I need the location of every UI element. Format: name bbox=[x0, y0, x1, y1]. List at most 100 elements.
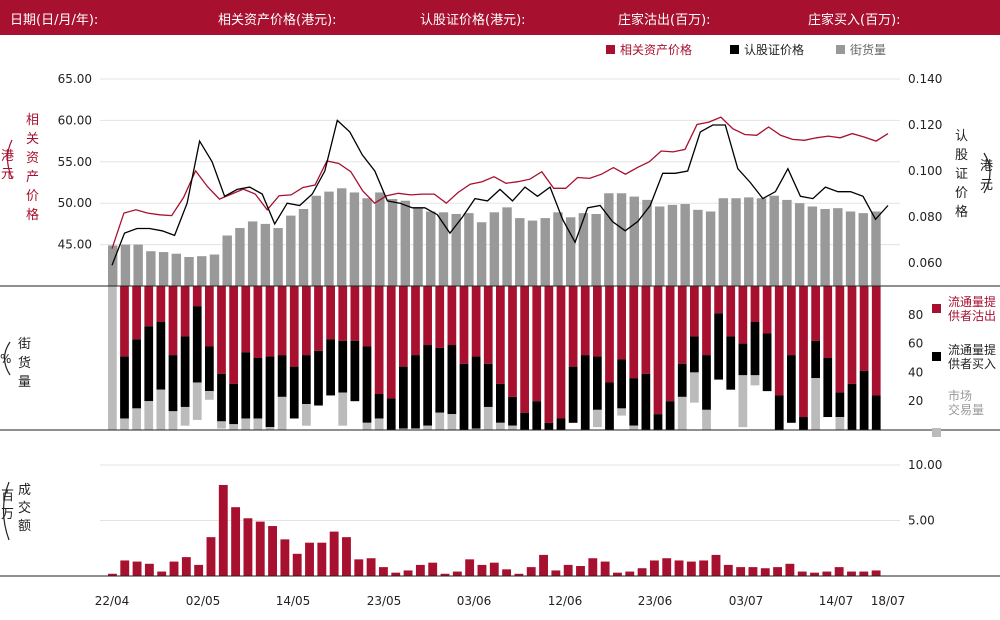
outstanding-bar bbox=[667, 204, 678, 286]
sell-bar bbox=[192, 286, 202, 307]
left-axis-char: 价 bbox=[26, 189, 39, 204]
x-tick-label: 23/05 bbox=[367, 594, 402, 608]
buy-bar bbox=[617, 359, 626, 409]
turnover-bar bbox=[871, 570, 881, 576]
left-axis-char: 格 bbox=[26, 207, 39, 223]
sell-bar bbox=[532, 286, 542, 402]
sell-bar bbox=[326, 286, 335, 340]
sell-bar bbox=[338, 286, 348, 341]
right-axis-char: 认 bbox=[955, 129, 968, 144]
market-bar bbox=[471, 428, 481, 430]
market-bar bbox=[108, 286, 117, 430]
sell-bar bbox=[823, 286, 833, 358]
outstanding-bar bbox=[578, 213, 589, 286]
sell-bar bbox=[302, 286, 311, 356]
left-unit-char: 元 bbox=[1, 167, 14, 182]
buy-bar bbox=[241, 352, 251, 419]
sell-bar bbox=[496, 286, 505, 384]
market-bar bbox=[423, 425, 432, 430]
sell-bar bbox=[399, 286, 408, 367]
turnover-bar bbox=[859, 571, 869, 576]
outstanding-bar bbox=[871, 211, 881, 286]
sell-bar bbox=[144, 286, 154, 327]
market-bar bbox=[738, 375, 748, 428]
buy-bar bbox=[799, 417, 808, 430]
buy-bar bbox=[714, 313, 723, 380]
outstanding-bar bbox=[247, 221, 258, 286]
outstanding-bar bbox=[349, 192, 360, 286]
turnover-bar bbox=[613, 572, 622, 576]
left-paren-open bbox=[6, 139, 13, 179]
sell-bar bbox=[229, 286, 238, 384]
sell-bar bbox=[690, 286, 699, 337]
sell-bar bbox=[217, 286, 226, 374]
x-tick-label: 12/06 bbox=[548, 594, 583, 608]
market-bar bbox=[677, 396, 687, 430]
buy-bar bbox=[811, 340, 820, 379]
x-tick-label: 02/05 bbox=[186, 594, 221, 608]
left-tick-label: 65.00 bbox=[58, 72, 92, 86]
sell-bar bbox=[544, 286, 554, 423]
market-bar bbox=[277, 396, 287, 430]
turnover-bar bbox=[477, 564, 487, 576]
outstanding-bar bbox=[794, 203, 805, 286]
outstanding-bar bbox=[744, 197, 754, 286]
sell-bar bbox=[726, 286, 736, 337]
buy-bar bbox=[144, 326, 154, 402]
buy-bar bbox=[653, 414, 663, 430]
legend-buy-line2: 供者买入 bbox=[948, 357, 996, 371]
market-bar bbox=[374, 418, 384, 430]
turnover-bar bbox=[810, 572, 819, 576]
outstanding-bar bbox=[616, 193, 627, 286]
outstanding-bar bbox=[413, 207, 423, 286]
market-bar bbox=[265, 427, 275, 430]
buy-bar bbox=[641, 373, 651, 430]
turnover-bar bbox=[366, 558, 376, 576]
buy-bar bbox=[447, 345, 457, 415]
sell-bar bbox=[459, 286, 469, 364]
turnover-bar bbox=[342, 537, 351, 576]
outstanding-bar bbox=[604, 193, 614, 286]
market-bar bbox=[205, 391, 214, 400]
sell-bar bbox=[556, 286, 566, 419]
buy-bar bbox=[496, 383, 505, 423]
sell-bar bbox=[738, 286, 748, 344]
mid-paren-open bbox=[3, 341, 11, 376]
outstanding-bar bbox=[324, 191, 334, 286]
market-bar bbox=[144, 401, 154, 430]
right-unit-char: 港 bbox=[980, 159, 993, 174]
turnover-bar bbox=[723, 564, 733, 576]
buy-bar bbox=[423, 345, 432, 426]
left-axis-title: 相 关 资 产 价 格 港 元 bbox=[1, 113, 39, 223]
legend-underlying: 相关资产价格 bbox=[620, 42, 692, 57]
buy-bar bbox=[120, 356, 129, 419]
sell-bar bbox=[350, 286, 360, 341]
right-axis-char: 证 bbox=[955, 167, 968, 182]
sell-bar bbox=[314, 286, 323, 351]
turnover-bar bbox=[711, 554, 721, 576]
outstanding-bar bbox=[273, 228, 283, 286]
turnover-bar bbox=[317, 542, 327, 576]
outstanding-bar bbox=[693, 209, 703, 286]
underlying-price-line bbox=[111, 116, 889, 249]
right-axis-title: 认 股 证 价 格 港 元 bbox=[955, 129, 993, 220]
market-bar bbox=[253, 418, 263, 430]
outstanding-bar bbox=[133, 244, 143, 286]
buy-bar bbox=[787, 355, 796, 423]
buy-bar bbox=[629, 378, 639, 426]
outstanding-bar bbox=[120, 244, 131, 286]
turnover-bar bbox=[748, 567, 758, 576]
turnover-tick-label: 5.00 bbox=[908, 514, 935, 528]
share-tick-label: 80 bbox=[908, 308, 923, 322]
mid-axis-char: 街 bbox=[18, 337, 31, 352]
buy-bar bbox=[338, 340, 348, 393]
warrant-price-label: 认股证价格(港元): bbox=[420, 13, 526, 28]
x-tick-label: 18/07 bbox=[871, 594, 906, 608]
market-bar bbox=[835, 417, 845, 430]
turnover-bar bbox=[539, 554, 548, 576]
turnover-bar bbox=[231, 507, 241, 576]
turnover-bar bbox=[588, 558, 598, 576]
buy-bar bbox=[362, 346, 372, 423]
buy-bar bbox=[205, 346, 214, 392]
